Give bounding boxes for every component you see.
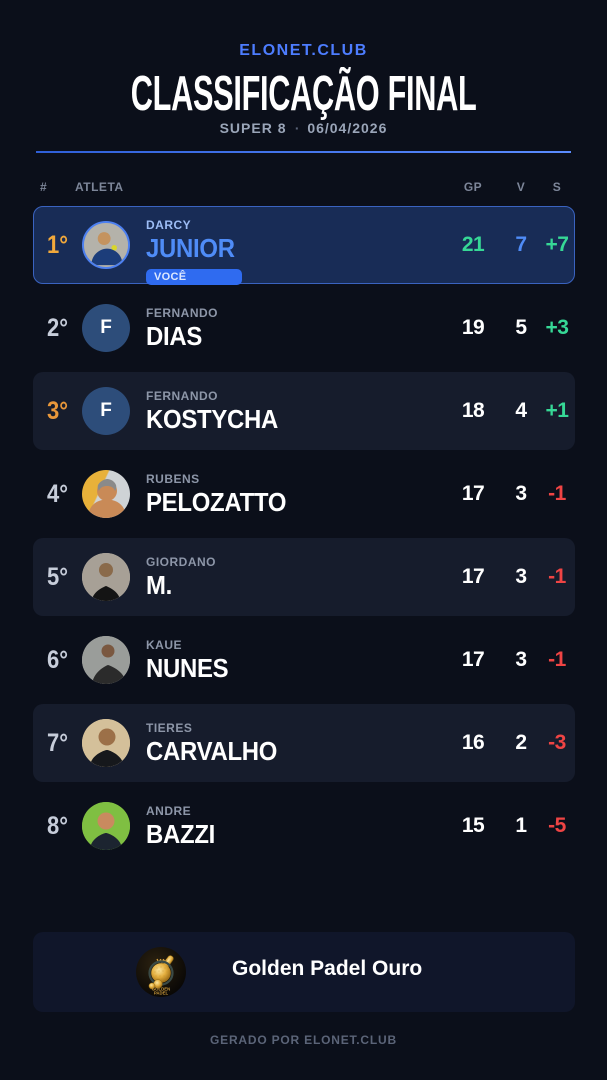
svg-text:PADEL: PADEL <box>154 990 169 995</box>
